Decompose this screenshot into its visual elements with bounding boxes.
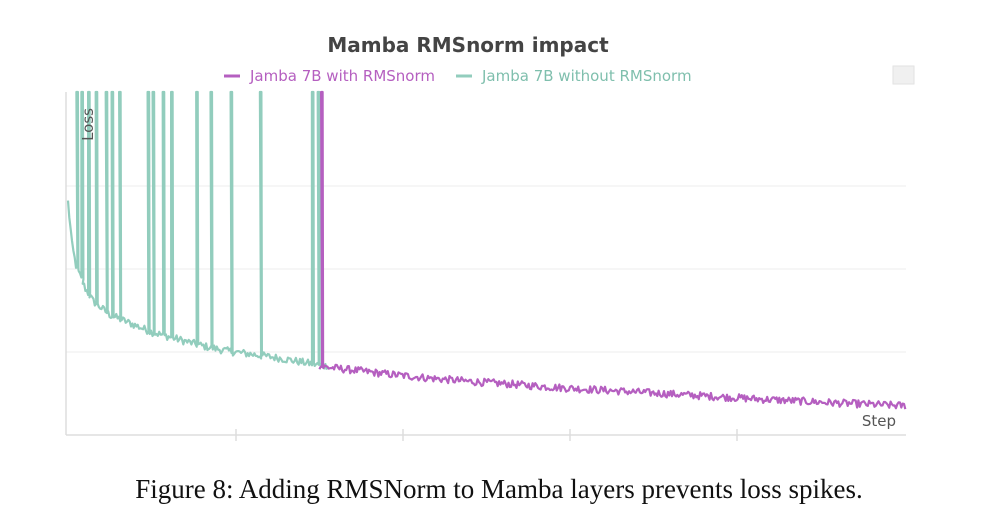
grid	[66, 185, 906, 353]
y-axis-label: Loss	[79, 108, 97, 141]
legend: Jamba 7B with RMSnorm Jamba 7B without R…	[224, 67, 692, 85]
legend-label-with-rmsnorm: Jamba 7B with RMSnorm	[249, 67, 435, 85]
figure-caption: Figure 8: Adding RMSNorm to Mamba layers…	[135, 474, 863, 504]
series-line-with-rmsnorm	[318, 90, 907, 410]
series-layer	[66, 90, 907, 410]
chart-title: Mamba RMSnorm impact	[327, 33, 609, 57]
menu-button[interactable]	[892, 65, 915, 85]
series-line-without-rmsnorm	[66, 90, 328, 371]
x-axis-label: Step	[862, 412, 896, 430]
axes	[65, 92, 906, 441]
legend-label-without-rmsnorm: Jamba 7B without RMSnorm	[481, 67, 692, 85]
